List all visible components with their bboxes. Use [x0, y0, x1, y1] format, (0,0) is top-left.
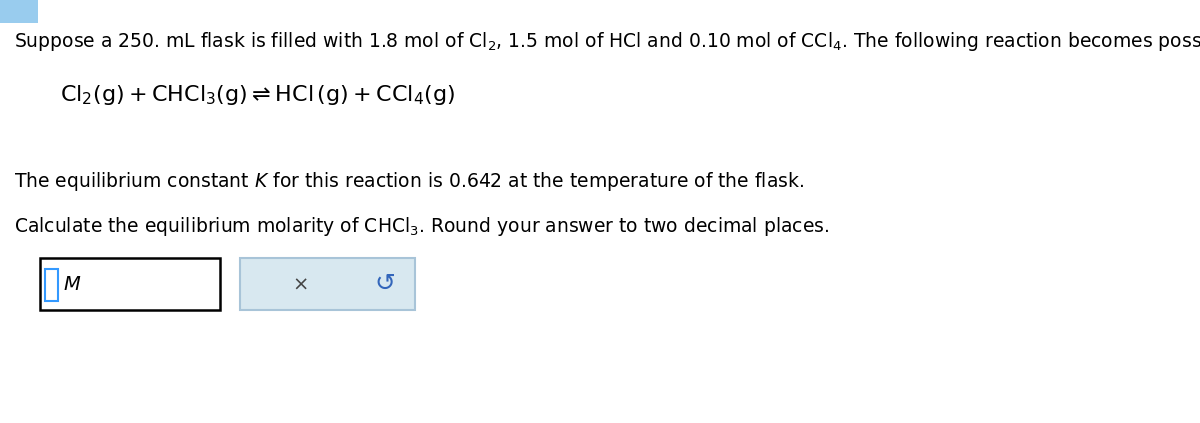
Text: $M$: $M$ — [64, 275, 82, 294]
FancyBboxPatch shape — [240, 258, 415, 310]
Text: Suppose a 250. mL flask is filled with 1.8 mol of Cl$_2$, 1.5 mol of HCl and 0.1: Suppose a 250. mL flask is filled with 1… — [14, 30, 1200, 53]
FancyBboxPatch shape — [46, 269, 58, 301]
Text: The equilibrium constant $K$ for this reaction is 0.642 at the temperature of th: The equilibrium constant $K$ for this re… — [14, 170, 804, 193]
Text: Calculate the equilibrium molarity of CHCl$_3$. Round your answer to two decimal: Calculate the equilibrium molarity of CH… — [14, 215, 829, 238]
Text: ↺: ↺ — [374, 272, 396, 296]
Text: $\times$: $\times$ — [292, 275, 308, 294]
Text: $\mathrm{Cl_2(g)+CHCl_3(g) \rightleftharpoons HCl\,(g)+CCl_4(g)}$: $\mathrm{Cl_2(g)+CHCl_3(g) \rightlefthar… — [60, 83, 455, 107]
FancyBboxPatch shape — [0, 0, 38, 23]
FancyBboxPatch shape — [40, 258, 220, 310]
